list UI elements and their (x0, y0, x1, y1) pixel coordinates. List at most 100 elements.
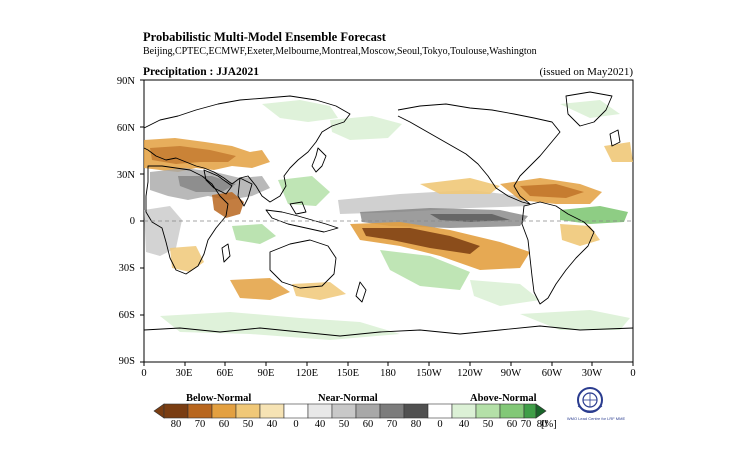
wmo-logo-caption: WMO Lead Centre for LRF MME (566, 416, 626, 421)
colorbar-above-60 (499, 403, 525, 419)
lon-label-0: 0 (141, 368, 147, 379)
shade-below-south-indian (292, 282, 346, 300)
colorbar-near-80 (403, 403, 429, 419)
coast-africa (145, 165, 229, 275)
shade-above-greenland (560, 100, 620, 118)
colorbar-tick: 80 (410, 419, 422, 430)
colorbar-below-60 (211, 403, 237, 419)
shade-below-caribbean-core (520, 184, 584, 198)
colorbar-tick: 70 (194, 419, 206, 430)
colorbar-tick: 60 (362, 419, 374, 430)
probability-shading (144, 100, 633, 340)
lon-label-150e: 150E (336, 368, 360, 379)
colorbar-near-70 (379, 403, 405, 419)
colorbar-near-50 (331, 403, 357, 419)
lat-label-60n: 60N (116, 123, 135, 134)
shade-below-pacific-core (362, 228, 480, 254)
contributors-line: Beijing,CPTEC,ECMWF,Exeter,Melbourne,Mon… (143, 46, 537, 57)
lon-label-90w: 90W (500, 368, 522, 379)
colorbar-tick: 40 (458, 419, 470, 430)
colorbar-tick: 70 (520, 419, 532, 430)
lon-label-0-right: 0 (630, 368, 636, 379)
colorbar-above-70 (523, 403, 537, 419)
shade-above-eastasia (262, 100, 338, 122)
colorbar-tick: 0 (293, 419, 299, 430)
colorbar-near-60 (355, 403, 381, 419)
panel-title: Precipitation : JJA2021 (143, 66, 260, 78)
colorbar-arrow-right (535, 403, 547, 419)
shade-above-indianocean (232, 224, 276, 244)
coast-madagascar (221, 243, 231, 263)
coast-north-america (397, 103, 561, 205)
shade-below-natlantic (604, 142, 633, 162)
lat-label-90n: 90N (116, 76, 135, 87)
colorbar-white-1 (283, 403, 309, 419)
colorbar-tick: 0 (437, 419, 443, 430)
shade-above-atlantic (560, 206, 628, 224)
shade-near-pacific-north (338, 190, 530, 214)
coast-australia (269, 239, 337, 289)
colorbar-below-50 (235, 403, 261, 419)
colorbar-tick: 60 (218, 419, 230, 430)
lat-label-90s: 90S (118, 356, 135, 367)
colorbar-unit: [%] (541, 419, 557, 430)
colorbar-tick: 80 (170, 419, 182, 430)
colorbar-tick: 40 (266, 419, 278, 430)
colorbar-below-80 (163, 403, 189, 419)
coast-arabia (203, 169, 233, 195)
legend-near-normal: Near-Normal (318, 393, 378, 404)
shade-near-pacific-dark (430, 214, 510, 222)
lat-label-30n: 30N (116, 170, 135, 181)
lon-label-30w: 30W (581, 368, 603, 379)
coast-borneo (289, 201, 307, 215)
lon-label-180: 180 (380, 368, 396, 379)
lon-label-150w: 150W (416, 368, 442, 379)
lon-label-90e: 90E (257, 368, 275, 379)
lat-label-30s: 30S (118, 263, 135, 274)
colorbar-near-40 (307, 403, 333, 419)
shade-above-southpacific (380, 250, 470, 290)
colorbar-tick: 40 (314, 419, 326, 430)
lon-label-120e: 120E (295, 368, 319, 379)
colorbar-arrow-left (153, 403, 165, 419)
coast-south-america (521, 201, 595, 305)
shade-below-australia (230, 278, 290, 300)
coast-indonesia (265, 209, 339, 233)
colorbar-above-40 (451, 403, 477, 419)
lon-label-120w: 120W (457, 368, 483, 379)
colorbar-white-2 (427, 403, 453, 419)
coast-eurasia (143, 95, 351, 203)
colorbar-tick: 50 (338, 419, 350, 430)
shade-below-nepacific (420, 178, 500, 194)
colorbar-below-70 (187, 403, 213, 419)
coast-india (237, 177, 253, 207)
coast-antarctica (143, 325, 634, 337)
colorbar-tick: 50 (482, 419, 494, 430)
shade-above-asia-south (278, 176, 330, 206)
colorbar-tick: 60 (506, 419, 518, 430)
shade-above-southpacific2 (470, 280, 540, 306)
shade-below-africa-south (170, 246, 204, 272)
shade-near-middleeast-core (178, 176, 236, 192)
legend-below-normal: Below-Normal (186, 393, 252, 404)
shade-below-europe-core (150, 146, 236, 164)
colorbar (153, 403, 547, 419)
issued-date: (issued on May2021) (539, 66, 634, 78)
wmo-logo-icon (577, 387, 603, 413)
coast-newzealand (355, 281, 367, 303)
lat-label-60s: 60S (118, 310, 135, 321)
colorbar-above-50 (475, 403, 501, 419)
coastlines (143, 91, 634, 337)
coast-greenland (565, 91, 613, 127)
coast-japan (311, 147, 327, 173)
colorbar-below-40 (259, 403, 285, 419)
lon-label-60w: 60W (541, 368, 563, 379)
colorbar-tick: 70 (386, 419, 398, 430)
colorbar-tick: 50 (242, 419, 254, 430)
colorbar-tick: 80 (536, 419, 548, 430)
shade-above-southern-ocean (160, 312, 400, 340)
legend-above-normal: Above-Normal (470, 393, 537, 404)
lon-label-60e: 60E (216, 368, 234, 379)
shade-above-southern-ocean2 (520, 310, 630, 330)
axis-ticks (140, 79, 634, 366)
